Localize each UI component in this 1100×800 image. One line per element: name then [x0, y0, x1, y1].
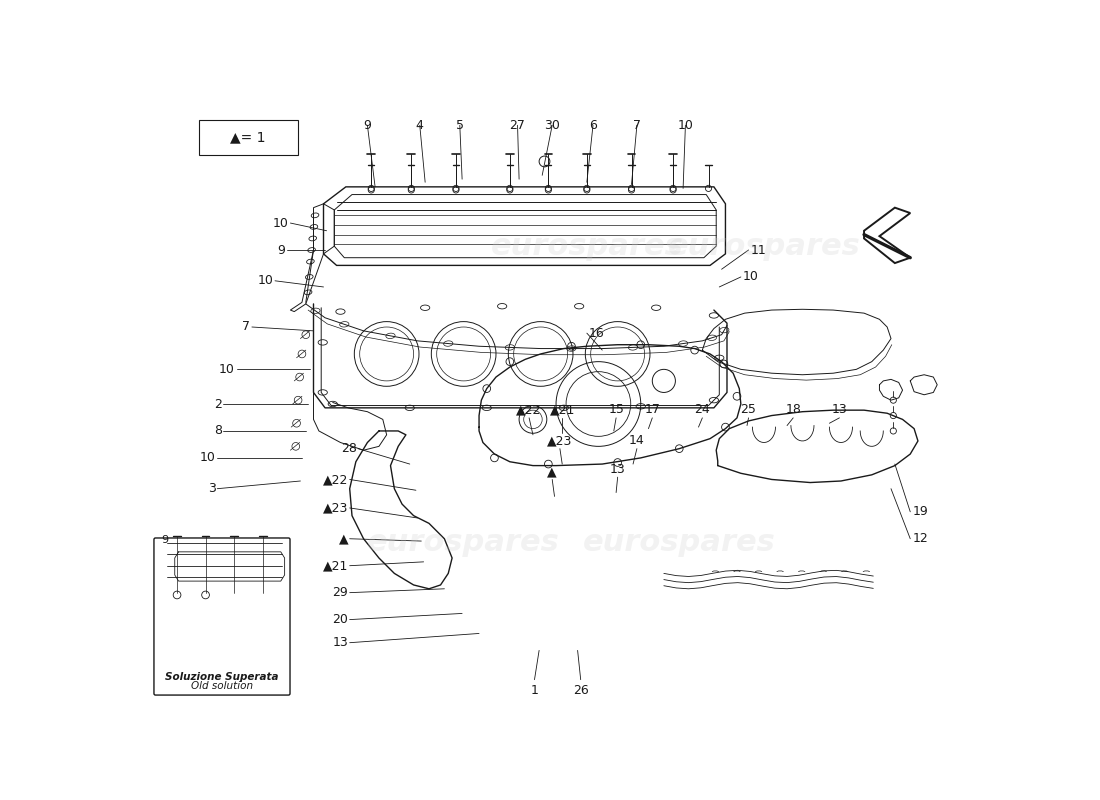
Text: 10: 10 [257, 274, 274, 287]
Text: 27: 27 [509, 118, 526, 132]
Text: ▲22: ▲22 [516, 403, 542, 416]
Text: ▲= 1: ▲= 1 [231, 130, 266, 145]
Text: ▲: ▲ [339, 532, 348, 546]
FancyBboxPatch shape [154, 538, 290, 695]
Text: 14: 14 [629, 434, 645, 447]
Text: 15: 15 [608, 403, 624, 416]
Text: 25: 25 [740, 403, 757, 416]
Text: 10: 10 [200, 451, 216, 464]
Text: 16: 16 [590, 326, 605, 340]
Text: 8: 8 [213, 425, 222, 438]
Text: 11: 11 [751, 243, 767, 257]
Text: 29: 29 [332, 586, 348, 599]
Text: 9: 9 [363, 118, 372, 132]
Text: ▲21: ▲21 [550, 403, 575, 416]
Text: 24: 24 [694, 403, 711, 416]
Text: 13: 13 [609, 462, 626, 476]
Text: 9: 9 [277, 243, 285, 257]
Text: ▲23: ▲23 [547, 434, 573, 447]
Text: Old solution: Old solution [191, 681, 253, 691]
Text: 17: 17 [645, 403, 660, 416]
Text: 13: 13 [332, 636, 348, 650]
Text: 10: 10 [744, 270, 759, 283]
Text: 13: 13 [832, 403, 847, 416]
Text: ▲: ▲ [548, 465, 557, 478]
Text: 18: 18 [785, 403, 801, 416]
Text: 30: 30 [544, 118, 560, 132]
Text: ▲22: ▲22 [322, 473, 348, 486]
Text: 20: 20 [332, 613, 348, 626]
Text: eurospares: eurospares [367, 528, 560, 557]
Text: 19: 19 [913, 506, 928, 518]
Text: eurospares: eurospares [583, 528, 775, 557]
Text: 9: 9 [162, 535, 168, 546]
Text: 12: 12 [913, 532, 928, 546]
Text: 28: 28 [341, 442, 356, 455]
Text: 3: 3 [208, 482, 216, 495]
Text: 2: 2 [214, 398, 222, 410]
Text: Soluzione Superata: Soluzione Superata [165, 671, 278, 682]
Text: ▲23: ▲23 [322, 502, 348, 514]
Text: 10: 10 [273, 217, 289, 230]
Text: eurospares: eurospares [491, 232, 683, 261]
Text: 6: 6 [590, 118, 597, 132]
Text: 10: 10 [678, 118, 693, 132]
Text: 1: 1 [530, 683, 538, 697]
Text: 10: 10 [219, 363, 235, 376]
Text: 7: 7 [632, 118, 641, 132]
Text: 7: 7 [242, 321, 251, 334]
Text: 5: 5 [455, 118, 464, 132]
Text: 26: 26 [573, 683, 588, 697]
Text: ▲21: ▲21 [322, 559, 348, 572]
FancyBboxPatch shape [199, 120, 298, 155]
Text: 4: 4 [416, 118, 424, 132]
Text: eurospares: eurospares [668, 232, 860, 261]
